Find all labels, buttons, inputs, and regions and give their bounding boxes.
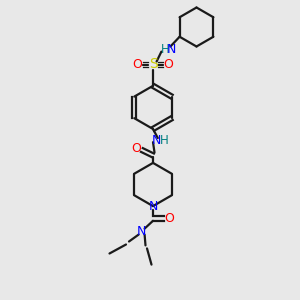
Text: O: O	[133, 58, 142, 71]
Text: O: O	[164, 58, 173, 71]
Text: N: N	[151, 134, 161, 147]
Text: O: O	[132, 142, 141, 155]
Text: N: N	[167, 43, 176, 56]
Text: S: S	[148, 58, 158, 71]
Text: N: N	[137, 225, 146, 238]
Text: H: H	[160, 134, 169, 147]
Text: N: N	[148, 200, 158, 213]
Text: O: O	[165, 212, 174, 225]
Text: H: H	[160, 43, 169, 56]
